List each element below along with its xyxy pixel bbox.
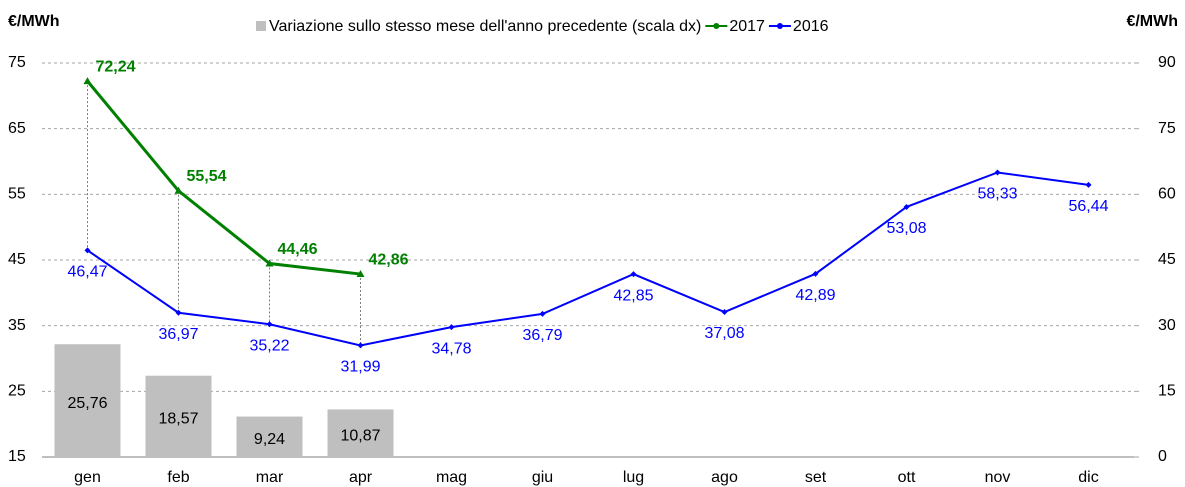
marker	[1085, 181, 1092, 188]
data-label: 53,08	[886, 220, 926, 237]
bar-value-label: 9,24	[254, 431, 285, 448]
data-label: 44,46	[277, 241, 317, 258]
data-label: 35,22	[249, 337, 289, 354]
bar	[236, 416, 303, 457]
data-label: 58,33	[977, 186, 1017, 203]
y-tick-label: 45	[8, 251, 26, 268]
y-tick-label: 65	[8, 120, 26, 137]
x-tick-label: giu	[532, 469, 553, 486]
marker	[356, 270, 365, 278]
legend-marker	[713, 23, 720, 29]
y2-tick-label: 30	[1158, 317, 1176, 334]
marker	[448, 324, 455, 331]
legend-label: 2016	[793, 18, 829, 35]
marker	[357, 342, 364, 349]
bar	[54, 344, 121, 457]
data-label: 42,86	[368, 251, 408, 268]
y-tick-label: 55	[8, 186, 26, 203]
data-label: 31,99	[340, 359, 380, 376]
data-label: 56,44	[1068, 198, 1108, 215]
x-tick-label: apr	[349, 469, 373, 486]
marker	[721, 309, 728, 316]
x-tick-label: mag	[436, 469, 467, 486]
line	[86, 171, 1089, 347]
marker	[539, 310, 546, 317]
x-tick-label: gen	[74, 469, 101, 486]
y-tick-label: 25	[8, 383, 26, 400]
x-tick-label: feb	[167, 469, 189, 486]
legend-swatch	[256, 21, 266, 31]
data-label: 72,24	[95, 58, 135, 75]
x-tick-label: set	[805, 469, 827, 486]
y-tick-label: 75	[8, 54, 26, 71]
marker	[994, 169, 1001, 176]
y2-tick-label: 90	[1158, 54, 1176, 71]
bar	[327, 409, 394, 457]
x-tick-label: ott	[898, 469, 916, 486]
bar-value-label: 25,76	[67, 395, 107, 412]
data-label: 42,85	[613, 287, 653, 304]
marker	[174, 186, 183, 194]
data-label: 37,08	[704, 325, 744, 342]
legend-label: 2017	[729, 18, 765, 35]
bar	[145, 375, 212, 457]
marker	[812, 270, 819, 277]
legend-label: Variazione sullo stesso mese dell'anno p…	[269, 18, 701, 35]
data-label: 36,79	[522, 327, 562, 344]
data-label: 36,97	[158, 326, 198, 343]
y-tick-label: 15	[8, 448, 26, 465]
y2-tick-label: 15	[1158, 383, 1176, 400]
x-tick-label: lug	[623, 469, 644, 486]
bar-value-label: 10,87	[340, 427, 380, 444]
marker	[266, 321, 273, 328]
line	[86, 80, 361, 276]
marker	[265, 259, 274, 267]
marker	[83, 77, 92, 85]
y2-tick-label: 45	[1158, 251, 1176, 268]
y2-tick-label: 0	[1158, 448, 1167, 465]
marker	[84, 247, 91, 254]
marker	[903, 203, 910, 210]
bar-value-label: 18,57	[158, 411, 198, 428]
y2-tick-label: 75	[1158, 120, 1176, 137]
y-tick-label: 35	[8, 317, 26, 334]
data-label: 55,54	[186, 168, 226, 185]
y-axis-title: €/MWh	[8, 13, 60, 30]
x-tick-label: dic	[1078, 469, 1098, 486]
marker	[630, 271, 637, 278]
data-label: 34,78	[431, 340, 471, 357]
x-tick-label: mar	[256, 469, 284, 486]
data-label: 46,47	[67, 264, 107, 281]
y2-axis-title: €/MWh	[1126, 13, 1178, 30]
y2-tick-label: 60	[1158, 186, 1176, 203]
legend-marker	[776, 23, 783, 29]
x-tick-label: nov	[985, 469, 1011, 486]
data-label: 42,89	[795, 287, 835, 304]
x-tick-label: ago	[711, 469, 738, 486]
marker	[175, 309, 182, 316]
